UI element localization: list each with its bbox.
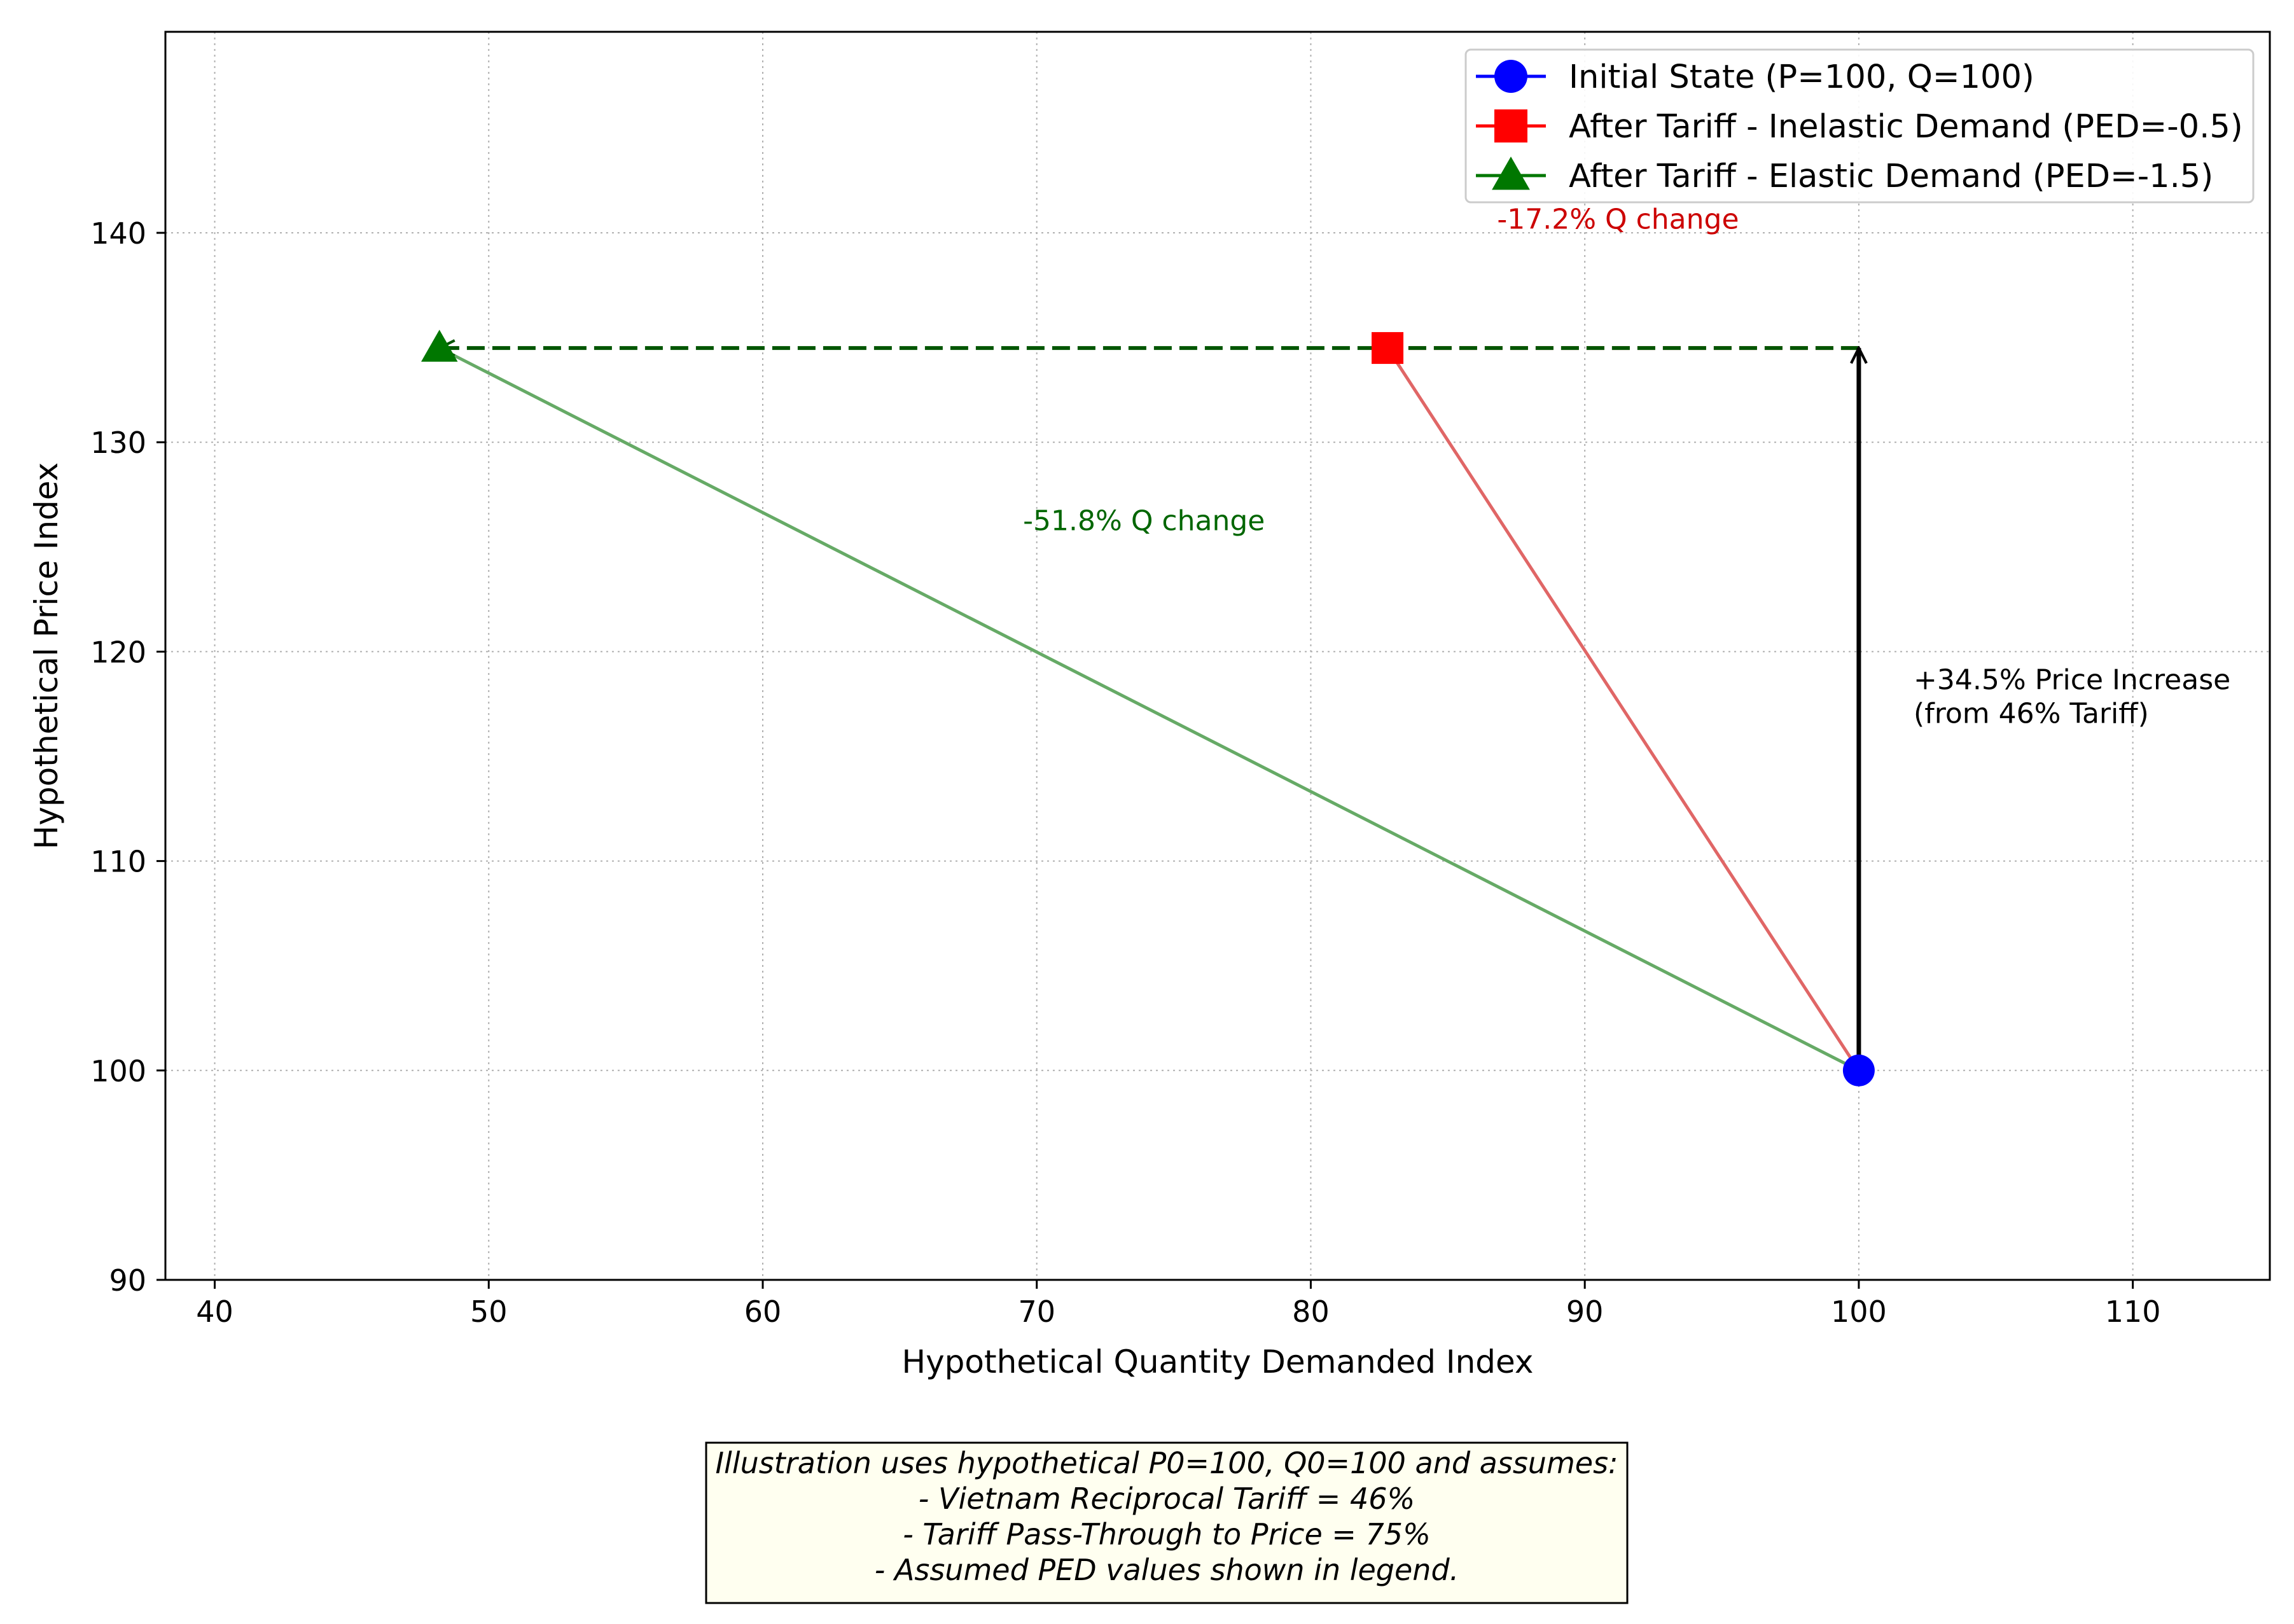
legend-marker-square bbox=[1494, 109, 1527, 142]
x-tick-label: 100 bbox=[1831, 1294, 1887, 1329]
demand-path-line bbox=[438, 346, 1860, 1072]
annotation-text: -17.2% Q change bbox=[1497, 203, 1739, 235]
legend-marker-circle bbox=[1494, 60, 1527, 93]
data-point-square bbox=[1372, 332, 1404, 364]
y-tick-label: 90 bbox=[109, 1263, 146, 1298]
note-line: Illustration uses hypothetical P0=100, Q… bbox=[715, 1446, 1618, 1480]
y-axis-label: Hypothetical Price Index bbox=[28, 462, 65, 850]
demand-path-line bbox=[1386, 347, 1861, 1072]
y-tick-label: 120 bbox=[90, 635, 146, 669]
legend-marker-triangle bbox=[1492, 156, 1530, 190]
y-tick-label: 100 bbox=[90, 1054, 146, 1088]
x-tick-label: 60 bbox=[744, 1294, 782, 1329]
x-tick-label: 90 bbox=[1566, 1294, 1604, 1329]
legend: Initial State (P=100, Q=100) After Tariff… bbox=[1464, 48, 2255, 204]
legend-label: Initial State (P=100, Q=100) bbox=[1569, 59, 2034, 96]
x-tick-label: 80 bbox=[1292, 1294, 1330, 1329]
annotation-text: -51.8% Q change bbox=[1023, 504, 1265, 537]
note-line: - Vietnam Reciprocal Tariff = 46% bbox=[919, 1482, 1415, 1516]
x-tick-label: 50 bbox=[470, 1294, 508, 1329]
x-axis-label: Hypothetical Quantity Demanded Index bbox=[901, 1343, 1533, 1380]
assumption-note: Illustration uses hypothetical P0=100, Q… bbox=[705, 1441, 1629, 1604]
x-tick-label: 40 bbox=[196, 1294, 233, 1329]
legend-label: After Tariff - Inelastic Demand (PED=-0.… bbox=[1569, 108, 2243, 146]
x-tick-label: 110 bbox=[2105, 1294, 2161, 1329]
data-points bbox=[421, 330, 1875, 1086]
y-tick-label: 140 bbox=[90, 216, 146, 251]
x-tick-label: 70 bbox=[1018, 1294, 1055, 1329]
plot-frame bbox=[164, 31, 2271, 1281]
legend-box bbox=[1464, 48, 2255, 204]
note-line: - Tariff Pass-Through to Price = 75% bbox=[903, 1517, 1431, 1551]
annotation-text: +34.5% Price Increase bbox=[1914, 664, 2230, 697]
annotation-text: (from 46% Tariff) bbox=[1914, 697, 2149, 730]
note-line: - Assumed PED values shown in legend. bbox=[875, 1553, 1459, 1587]
legend-label: After Tariff - Elastic Demand (PED=-1.5) bbox=[1569, 158, 2213, 195]
note-box bbox=[705, 1441, 1629, 1604]
y-tick-label: 110 bbox=[90, 845, 146, 879]
data-point-triangle bbox=[421, 330, 458, 362]
y-tick-label: 130 bbox=[90, 426, 146, 460]
connector-lines bbox=[438, 346, 1861, 1072]
data-point-circle bbox=[1842, 1054, 1875, 1086]
